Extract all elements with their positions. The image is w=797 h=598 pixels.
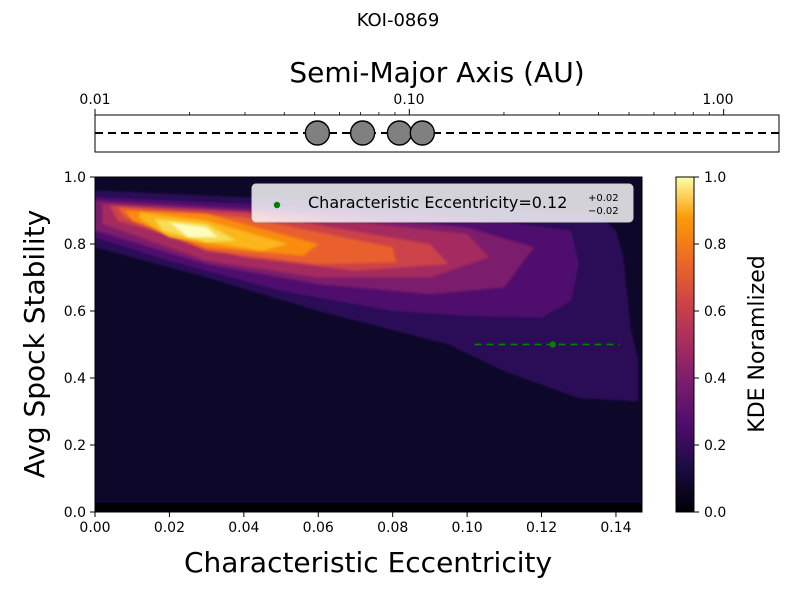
xtick-label: 0.08: [377, 520, 408, 536]
xtick-label: 0.12: [526, 520, 557, 536]
plot-frame: [94, 176, 643, 513]
legend-marker: [273, 201, 281, 209]
ytick-label: 0.8: [64, 237, 86, 253]
xtick-label: 0.10: [452, 520, 483, 536]
semi-major-axis-strip: 0.01 0.10 1.00: [79, 92, 780, 153]
colorbar-tick-label: 0.2: [704, 438, 726, 454]
ytick-label: 0.2: [64, 438, 86, 454]
ytick-label: 1.0: [64, 170, 86, 186]
legend-sub: −0.02: [588, 206, 619, 217]
strip-frame: [94, 114, 780, 153]
strip-xtick-label-1: 0.10: [393, 92, 424, 108]
eccentricity-errorbar: [474, 341, 620, 348]
xtick-label: 0.06: [303, 520, 334, 536]
legend-box: [251, 183, 634, 223]
colorbar-gradient: [675, 176, 695, 513]
strip-xtick-label-0: 0.01: [79, 92, 110, 108]
bottom-band: [95, 503, 642, 512]
planet-marker-1: [304, 120, 331, 146]
colorbar-label: KDE Noramlized: [745, 255, 770, 432]
legend: Characteristic Eccentricity=0.12 +0.02 −…: [251, 183, 634, 223]
ytick-label: 0.6: [64, 304, 86, 320]
main-yticks: 0.0 0.2 0.4 0.6 0.8 1.0: [64, 170, 95, 521]
legend-sup: +0.02: [588, 193, 619, 204]
suptitle: KOI-0869: [357, 10, 440, 31]
main-xticks: 0.00 0.02 0.04 0.06 0.08 0.10 0.12 0.14: [79, 512, 632, 536]
errorbar-point: [549, 341, 556, 348]
xtick-label: 0.00: [79, 520, 110, 536]
colorbar-tick-label: 0.6: [704, 304, 726, 320]
planet-marker-2: [349, 120, 376, 146]
contour-level-10: [169, 222, 218, 238]
y-axis-label: Avg Spock Stability: [18, 210, 51, 479]
colorbar-tick-label: 0.0: [704, 505, 726, 521]
xtick-label: 0.02: [154, 520, 185, 536]
kde-contours: [95, 190, 639, 402]
x-axis-label: Characteristic Eccentricity: [184, 546, 552, 579]
colorbar-tick-label: 1.0: [704, 170, 726, 186]
colorbar-ticks: 0.0 0.2 0.4 0.6 0.8 1.0: [694, 170, 726, 521]
kde-plot: 0.00 0.02 0.04 0.06 0.08 0.10 0.12 0.14 0.00.20…: [18, 170, 643, 579]
strip-title: Semi-Major Axis (AU): [289, 56, 584, 89]
planet-marker-3: [386, 120, 413, 146]
strip-planets: [304, 120, 436, 146]
ytick-label: 0.0: [64, 505, 86, 521]
xtick-label: 0.14: [600, 520, 631, 536]
planet-marker-4: [409, 120, 436, 146]
colorbar-tick-label: 0.8: [704, 237, 726, 253]
colorbar: 0.0 0.2 0.4 0.6 0.8 1.0 KDE Noramlized: [675, 170, 770, 521]
strip-ticks: [94, 109, 725, 115]
colorbar-tick-label: 0.4: [704, 371, 726, 387]
ytick-label: 0.4: [64, 371, 86, 387]
legend-text: Characteristic Eccentricity=0.12: [308, 193, 567, 212]
strip-xtick-label-2: 1.00: [702, 92, 733, 108]
xtick-label: 0.04: [228, 520, 259, 536]
